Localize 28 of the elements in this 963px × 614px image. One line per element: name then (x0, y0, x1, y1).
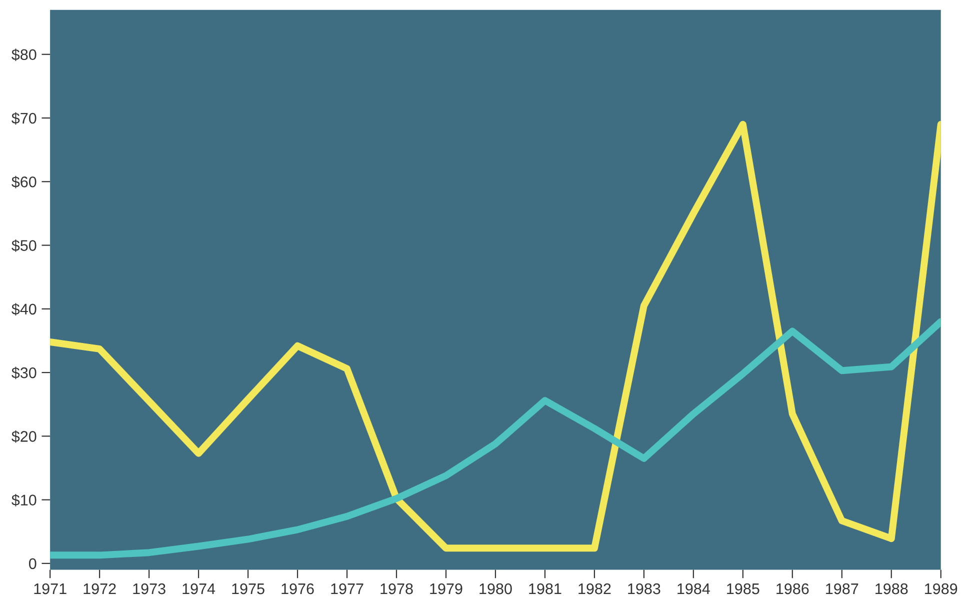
x-tick-label: 1975 (232, 583, 264, 594)
y-tick-label: $40 (12, 303, 36, 316)
x-tick-label: 1988 (876, 583, 908, 594)
y-tick-label: $80 (12, 48, 36, 61)
x-tick-label: 1987 (826, 583, 858, 594)
x-tick-label: 1989 (925, 583, 958, 594)
x-tick-label: 1982 (578, 583, 611, 594)
x-tick-label: 1984 (678, 583, 710, 594)
x-tick-label: 1981 (529, 583, 562, 594)
y-tick-label: 0 (28, 558, 36, 570)
x-tick-label: 1979 (430, 583, 462, 594)
x-tick-label: 1983 (628, 583, 660, 594)
x-tick-label: 1976 (282, 583, 314, 594)
x-tick-label: 1986 (776, 583, 809, 594)
x-tick-label: 1978 (380, 583, 413, 594)
x-tick-label: 1973 (133, 583, 166, 594)
y-tick-label: $30 (12, 366, 36, 380)
y-tick-label: $70 (12, 112, 36, 125)
y-tick-label: $50 (12, 239, 36, 252)
y-tick-label: $20 (12, 430, 36, 443)
x-tick-label: 1971 (34, 583, 66, 594)
x-tick-label: 1977 (331, 583, 364, 594)
x-tick-label: 1974 (182, 583, 216, 594)
x-tick-label: 1980 (480, 583, 512, 594)
y-tick-label: $60 (12, 176, 36, 188)
x-tick-label: 1985 (727, 583, 760, 594)
x-tick-label: 1972 (84, 583, 116, 594)
y-tick-label: $10 (12, 494, 36, 506)
